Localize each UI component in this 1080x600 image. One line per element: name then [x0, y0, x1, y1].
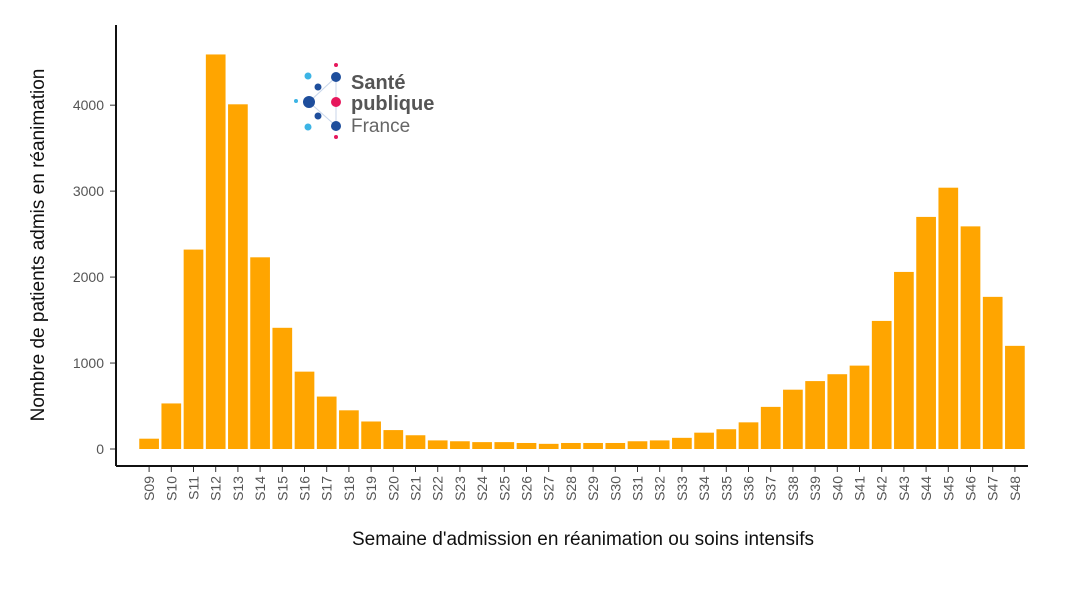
- x-tick-label: S44: [918, 476, 934, 501]
- bar-S18: [339, 410, 359, 449]
- bar-S36: [738, 422, 759, 449]
- x-axis-title: Semaine d'admission en réanimation ou so…: [352, 529, 814, 550]
- x-tick-label: S39: [807, 476, 823, 501]
- logo-text-publique: publique: [351, 93, 434, 115]
- x-tick-label: S14: [252, 476, 268, 501]
- bar-S26: [516, 442, 537, 449]
- logo-text-france: France: [351, 116, 410, 137]
- x-tick-label: S32: [652, 476, 668, 501]
- x-tick-label: S27: [541, 476, 557, 501]
- bar-S11: [183, 249, 204, 449]
- x-tick-label: S31: [630, 476, 646, 501]
- x-tick-label: S42: [874, 476, 890, 501]
- x-tick-label: S20: [385, 476, 401, 501]
- x-tick-label: S17: [319, 476, 335, 501]
- bar-S39: [805, 381, 825, 449]
- x-tick-label: S22: [430, 476, 446, 501]
- bar-S12: [205, 54, 226, 450]
- y-axis-ticks: 0 1000 2000 3000 4000: [73, 97, 116, 457]
- y-tick-label: 3000: [73, 183, 104, 199]
- logo-mark-icon: [294, 63, 341, 139]
- bar-S41: [849, 365, 870, 449]
- bar-S42: [871, 320, 892, 449]
- bar-S13: [228, 104, 248, 449]
- x-tick-label: S47: [985, 476, 1001, 501]
- x-tick-label: S10: [163, 476, 179, 501]
- y-tick-label: 0: [96, 441, 104, 457]
- x-tick-label: S41: [852, 476, 868, 501]
- x-tick-label: S11: [186, 476, 202, 500]
- y-tick-label: 2000: [73, 269, 104, 285]
- x-tick-label: S37: [763, 476, 779, 501]
- x-tick-label: S12: [208, 476, 224, 501]
- bar-S20: [383, 430, 404, 449]
- bar-S48: [1005, 345, 1025, 449]
- bar-S33: [672, 437, 692, 449]
- x-tick-label: S25: [496, 476, 512, 501]
- x-tick-label: S40: [829, 476, 845, 501]
- bar-S25: [494, 442, 515, 449]
- bar-S44: [916, 216, 936, 449]
- y-tick-label: 4000: [73, 97, 104, 113]
- bar-S15: [272, 327, 293, 449]
- bar-S17: [316, 396, 337, 449]
- x-tick-label: S43: [896, 476, 912, 501]
- logo-text-sante: Santé: [351, 72, 405, 94]
- bar-S09: [139, 438, 159, 449]
- x-tick-label: S24: [474, 476, 490, 501]
- bar-S40: [827, 374, 848, 449]
- x-tick-label: S28: [563, 476, 579, 501]
- x-tick-label: S21: [408, 476, 424, 501]
- bar-S37: [760, 406, 781, 449]
- x-tick-label: S45: [940, 476, 956, 501]
- bar-S28: [561, 442, 581, 449]
- bar-S38: [783, 389, 803, 449]
- x-tick-label: S30: [607, 476, 623, 501]
- bar-S19: [361, 421, 381, 449]
- bar-S22: [427, 440, 448, 449]
- x-tick-label: S36: [741, 476, 757, 501]
- bar-S47: [982, 296, 1003, 449]
- x-tick-label: S15: [274, 476, 290, 501]
- bars-group: [139, 54, 1025, 450]
- bar-S43: [894, 271, 914, 449]
- bar-S14: [250, 257, 270, 449]
- bar-S16: [294, 371, 315, 449]
- x-tick-label: S26: [519, 476, 535, 501]
- bar-S21: [405, 435, 426, 449]
- x-axis-ticks: S09 S10 S11 S12 S13 S14 S15 S16 S17 S18 S19 S20 S21 S…: [141, 466, 1023, 501]
- x-tick-label: S35: [718, 476, 734, 501]
- bar-S35: [716, 429, 737, 449]
- x-tick-label: S29: [585, 476, 601, 501]
- y-tick-label: 1000: [73, 355, 104, 371]
- bar-S30: [605, 442, 626, 449]
- bar-S29: [583, 442, 603, 449]
- x-tick-label: S48: [1007, 476, 1023, 501]
- bar-S45: [938, 187, 959, 449]
- bar-S46: [960, 226, 981, 449]
- x-tick-label: S19: [363, 476, 379, 501]
- bar-S10: [161, 403, 182, 449]
- sante-publique-france-logo: Santé publique France: [294, 63, 434, 139]
- bar-S23: [450, 441, 470, 449]
- x-tick-label: S23: [452, 476, 468, 501]
- x-tick-label: S18: [341, 476, 357, 501]
- x-tick-label: S34: [696, 476, 712, 501]
- bar-S27: [538, 443, 559, 449]
- x-tick-label: S33: [674, 476, 690, 501]
- x-tick-label: S09: [141, 476, 157, 501]
- x-tick-label: S38: [785, 476, 801, 501]
- y-axis-title: Nombre de patients admis en réanimation: [28, 69, 49, 422]
- x-tick-label: S16: [297, 476, 313, 501]
- bar-S24: [472, 442, 492, 449]
- bar-S31: [627, 441, 648, 449]
- bar-S32: [649, 440, 670, 449]
- x-tick-label: S13: [230, 476, 246, 501]
- x-tick-label: S46: [963, 476, 979, 501]
- bar-S34: [694, 432, 714, 449]
